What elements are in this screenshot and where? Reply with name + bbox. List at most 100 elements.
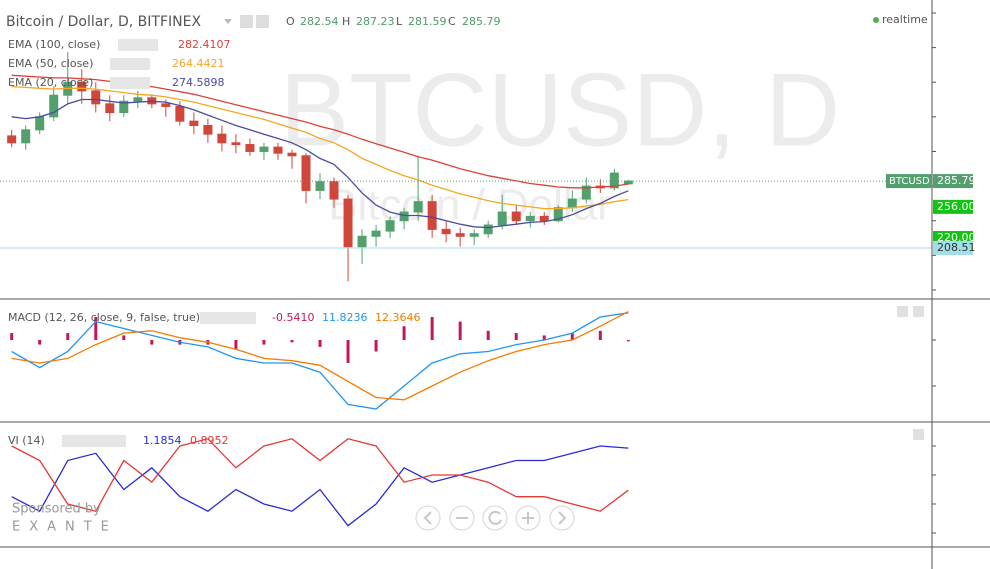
scroll-left[interactable] [415,505,441,531]
histogram-bar [234,340,238,350]
candle-body [623,180,633,185]
ohlc-label: L [396,15,403,28]
pane-up[interactable] [897,306,908,317]
candle-body [469,233,479,237]
candle-body [231,142,241,146]
chart-title: Bitcoin / Dollar, D, BITFINEX [6,14,201,30]
legend-value: 1.1854 [143,434,182,447]
legend-value: 0.8952 [190,434,229,447]
histogram-bar [402,326,406,340]
status-dot [873,17,879,23]
scroll-right[interactable] [549,505,575,531]
histogram-bar [598,330,602,340]
candle-body [539,215,549,222]
candle-body [259,146,269,152]
series-line [11,438,629,512]
histogram-bar [542,335,546,340]
level-badge [933,240,973,255]
candle-body [91,90,101,105]
ohlc-label: O [286,15,295,28]
candle-body [385,220,395,232]
candle-body [273,146,283,154]
candle-body [581,185,591,200]
watermark: BTCUSD, D [280,52,840,168]
legend-icons[interactable] [110,77,150,89]
legend-name: EMA (50, close) [8,57,93,70]
histogram-bar [430,317,434,340]
price-badge [933,174,973,189]
candle-body [441,228,451,235]
candle-body [287,152,297,157]
histogram-bar [486,330,490,340]
candle-body [567,198,577,209]
candle-body [525,215,535,222]
level-label: 208.51 [937,241,976,254]
histogram-bar [458,321,462,340]
dropdown-icon[interactable] [224,19,232,24]
legend-icons[interactable] [118,39,158,51]
histogram-bar [290,340,294,343]
candle-body [105,103,115,114]
candle-body [245,144,255,152]
candle-body [203,125,213,135]
legend-icons[interactable] [62,435,126,447]
candle-body [7,135,17,144]
ohlc-value: 281.59 [408,15,447,28]
level-label: 256.00 [937,200,976,213]
status: realtime [882,13,928,26]
candle-body [343,198,353,248]
histogram-bar [122,335,126,340]
ohlc-label: H [342,15,350,28]
candle-body [175,105,185,122]
level-badge [933,199,973,214]
candle-body [315,181,325,191]
legend-name: MACD (12, 26, close, 9, false, true) [8,311,200,324]
series-line [11,311,629,401]
candle-body [399,211,409,222]
candle-body [161,103,171,107]
settings-icon[interactable] [240,15,253,28]
candle-body [483,224,493,235]
histogram-bar [570,333,574,340]
candle-body [133,97,143,102]
legend-name: EMA (20, close) [8,76,93,89]
icon [423,511,432,525]
histogram-bar [374,340,378,352]
legend-icons[interactable] [200,312,256,324]
histogram-bar [626,340,630,342]
histogram-bar [38,340,42,345]
pane-up[interactable] [913,429,924,440]
ohlc-value: 282.54 [300,15,339,28]
candle-body [21,129,31,144]
candle-body [189,120,199,127]
legend-name: EMA (100, close) [8,38,100,51]
histogram-bar [318,340,322,347]
icon [522,512,534,524]
candle-body [609,172,619,189]
symbol-badge [886,174,932,189]
histogram-bar [66,333,70,340]
histogram-bar [514,333,518,340]
legend-value: 274.5898 [172,76,225,89]
candle-body [371,230,381,237]
price-label: 285.79 [937,174,976,187]
candle-body [553,207,563,222]
icon [488,510,502,525]
legend-icons[interactable] [110,58,150,70]
legend-name: VI (14) [8,434,45,447]
plot-layer [0,51,932,527]
legend-value: -0.5410 [272,311,314,324]
series-line [11,85,629,210]
histogram-bar [346,340,350,363]
series-line [11,312,629,410]
histogram-bar [262,340,266,345]
candle-body [301,155,311,191]
reset[interactable] [482,505,508,531]
sponsor-text: Sponsored by [12,502,101,517]
level-label: 220.00 [937,231,976,244]
pane-down[interactable] [913,306,924,317]
histogram-bar [94,317,98,340]
hide-icon[interactable] [256,15,269,28]
